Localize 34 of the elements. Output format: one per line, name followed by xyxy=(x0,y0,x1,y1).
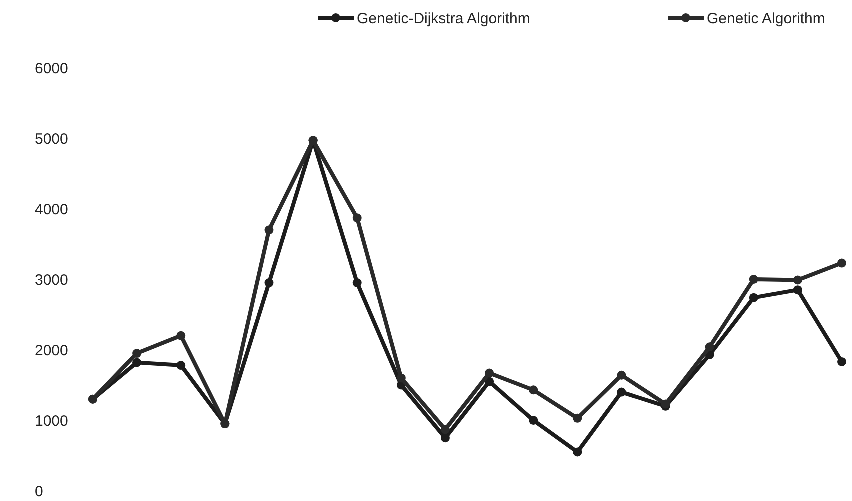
point xyxy=(396,374,406,383)
y-tick-label: 3000 xyxy=(35,272,68,289)
point xyxy=(529,416,538,425)
point xyxy=(617,370,626,380)
point xyxy=(573,448,582,457)
point xyxy=(573,414,582,423)
point xyxy=(749,293,758,302)
y-tick-label: 0 xyxy=(35,483,44,500)
point xyxy=(793,286,802,295)
point xyxy=(176,331,186,340)
y-tick-label: 4000 xyxy=(35,201,68,218)
point xyxy=(485,368,494,378)
point xyxy=(529,386,538,395)
point xyxy=(838,357,846,366)
point xyxy=(352,214,362,223)
point xyxy=(440,434,450,443)
point xyxy=(793,276,802,285)
point xyxy=(132,349,142,358)
point xyxy=(264,278,274,288)
y-tick-label: 5000 xyxy=(35,130,68,148)
point xyxy=(440,425,450,434)
y-tick-label: 2000 xyxy=(35,342,68,360)
point xyxy=(705,342,714,352)
point xyxy=(749,275,758,284)
point xyxy=(617,388,626,397)
point xyxy=(264,226,274,235)
legend-label: Genetic-Dijkstra Algorithm xyxy=(357,10,530,28)
point xyxy=(352,278,362,288)
y-tick-label: 6000 xyxy=(35,60,68,78)
point xyxy=(838,258,846,268)
point xyxy=(176,361,186,370)
legend-label: Genetic Algorithm xyxy=(707,10,826,28)
point xyxy=(132,358,142,368)
y-tick-label: 1000 xyxy=(35,412,68,430)
